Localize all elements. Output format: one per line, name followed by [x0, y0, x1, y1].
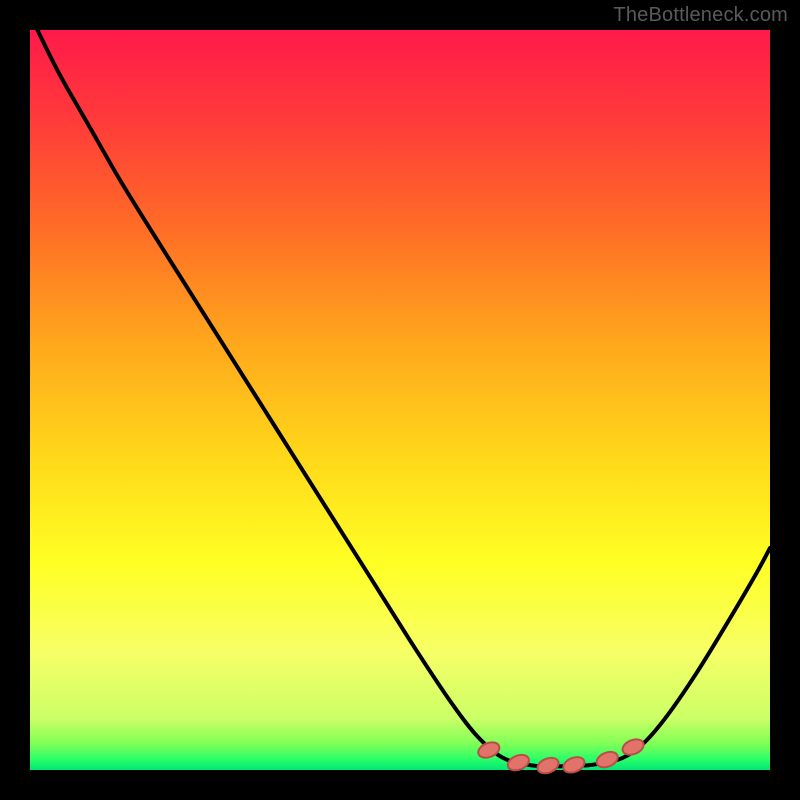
- chart-gradient-background: [30, 30, 770, 770]
- bottleneck-chart: [0, 0, 800, 800]
